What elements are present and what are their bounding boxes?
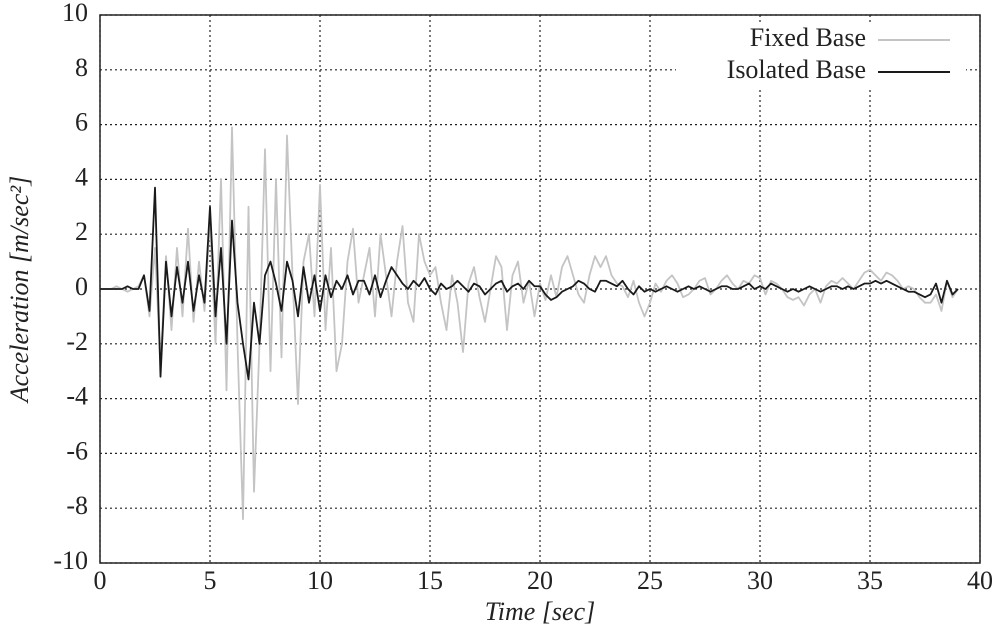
x-tick-label: 25 [637, 566, 663, 595]
x-tick-label: 5 [204, 566, 217, 595]
y-tick-label: -6 [66, 436, 88, 465]
y-tick-label: -2 [66, 327, 88, 356]
y-tick-label: 6 [75, 108, 88, 137]
x-tick-label: 40 [967, 566, 993, 595]
series-line [100, 186, 959, 381]
y-tick-label: -10 [53, 546, 88, 575]
x-axis-label: Time [sec] [485, 597, 596, 626]
y-tick-label: -8 [66, 491, 88, 520]
legend-label: Fixed Base [750, 23, 866, 52]
y-tick-label: 2 [75, 217, 88, 246]
x-tick-label: 0 [94, 566, 107, 595]
y-tick-label: 4 [75, 162, 88, 191]
x-tick-label: 30 [747, 566, 773, 595]
y-axis-label: Acceleration [m/sec²] [5, 176, 34, 405]
y-tick-label: 8 [75, 53, 88, 82]
y-tick-label: -4 [66, 382, 88, 411]
x-tick-label: 10 [307, 566, 333, 595]
series-line [100, 126, 959, 521]
x-tick-label: 35 [857, 566, 883, 595]
y-tick-label: 0 [75, 272, 88, 301]
plot-frame [99, 14, 981, 564]
x-tick-label: 15 [417, 566, 443, 595]
legend-label: Isolated Base [727, 55, 866, 84]
y-tick-label: 10 [62, 0, 88, 27]
x-tick-label: 20 [527, 566, 553, 595]
